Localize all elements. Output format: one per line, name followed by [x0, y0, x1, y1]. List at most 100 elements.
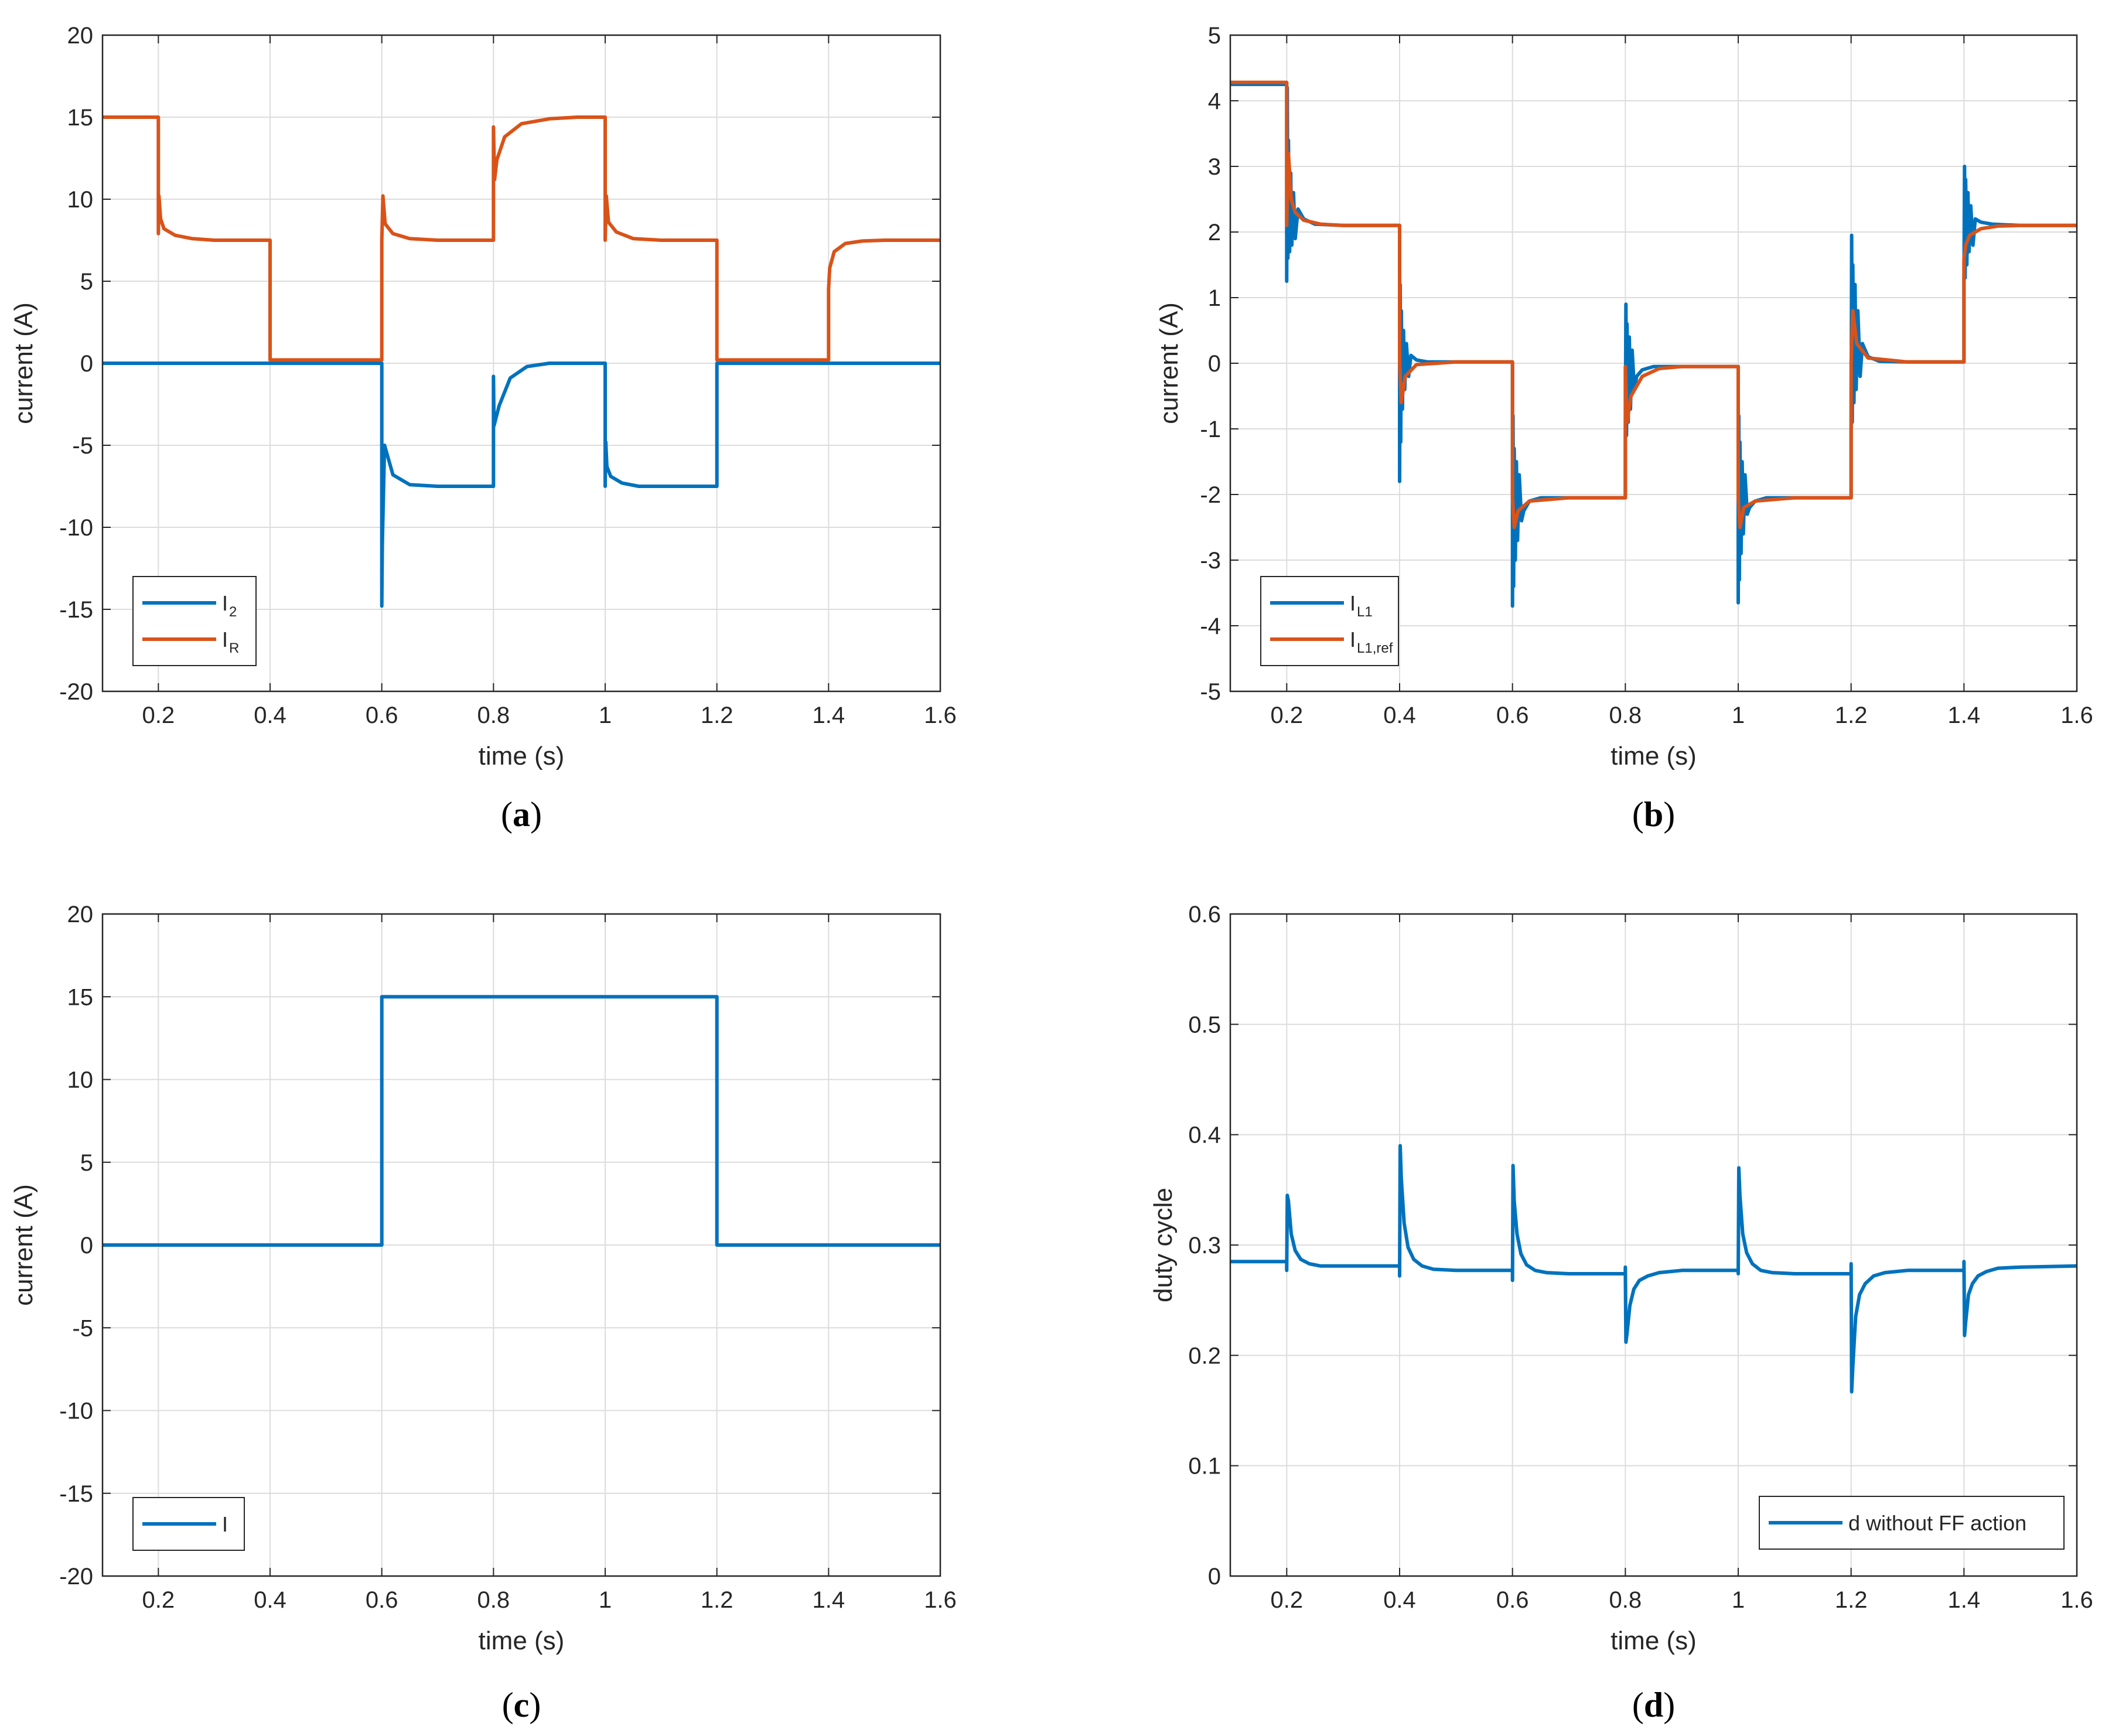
x-tick-label: 0.6	[366, 1587, 398, 1613]
x-tick-label: 1.2	[701, 702, 733, 728]
caption-open-paren: (	[1632, 795, 1644, 834]
x-tick-label: 1.6	[2060, 1587, 2093, 1613]
y-tick-label: 20	[67, 902, 94, 927]
caption-open-paren: (	[502, 1686, 514, 1724]
x-tick-label: 0.4	[254, 1587, 286, 1613]
x-tick-label: 0.6	[1496, 702, 1529, 728]
panel-caption: (d)	[1632, 1686, 1675, 1724]
x-tick-label: 1.6	[924, 1587, 957, 1613]
y-tick-label: 5	[1208, 23, 1221, 49]
x-tick-label: 0.4	[254, 702, 286, 728]
y-tick-label: -15	[59, 597, 93, 623]
x-tick-label: 0.8	[477, 702, 510, 728]
legend-label: I2	[222, 591, 237, 620]
caption-close-paren: )	[1663, 1686, 1675, 1724]
y-tick-label: 5	[80, 269, 93, 295]
y-tick-label: 0	[80, 1233, 93, 1258]
y-tick-label: 15	[67, 984, 94, 1010]
axes-box	[1229, 913, 2078, 1577]
legend-label-subscript: L1,ref	[1357, 640, 1393, 656]
chart-panel-b: 0.2 0.4 0.6 0.8 1 1.2 1.4 1.6 -5 -4 -3 -2 -1 0 1 2 3 4 5 ti…	[1155, 23, 2093, 834]
x-tick-label: 0.2	[142, 1587, 175, 1613]
x-tick-label: 1.4	[813, 702, 845, 728]
caption-letter: a	[513, 795, 530, 834]
y-axis-label: current (A)	[9, 1184, 38, 1306]
x-tick-label: 1.4	[1948, 702, 1981, 728]
x-tick-label: 0.8	[1609, 702, 1642, 728]
legend-label: d without FF action	[1848, 1511, 2026, 1535]
y-axis-label: duty cycle	[1149, 1188, 1178, 1302]
y-tick-label: -20	[59, 1564, 93, 1590]
y-axis-label: current (A)	[1155, 302, 1183, 424]
y-tick-label: 0.1	[1188, 1454, 1221, 1479]
legend-label: IL1	[1350, 591, 1373, 620]
legend-label-name: I	[1350, 591, 1356, 615]
caption-close-paren: )	[529, 1686, 541, 1724]
legend-box	[1260, 576, 1399, 666]
series-line-i	[103, 995, 940, 1247]
x-axis-label: time (s)	[1611, 742, 1697, 770]
chart-panel-d: 0.2 0.4 0.6 0.8 1 1.2 1.4 1.6 0 0.1 0.2 0.3 0.4 0.5 0.…	[1149, 902, 2093, 1724]
caption-close-paren: )	[530, 795, 542, 834]
x-tick-label: 0.4	[1383, 1587, 1416, 1613]
y-tick-label: 3	[1208, 154, 1221, 180]
x-tick-label: 1	[1732, 702, 1745, 728]
x-tick-label: 1.2	[1835, 702, 1868, 728]
y-tick-label: 15	[67, 105, 94, 131]
x-axis-label: time (s)	[1611, 1626, 1697, 1655]
y-tick-label: 0.5	[1188, 1012, 1221, 1038]
x-tick-label: 1.2	[1835, 1587, 1868, 1613]
y-tick-label: 0.3	[1188, 1233, 1221, 1258]
x-tick-label: 0.8	[477, 1587, 510, 1613]
series-line-i-l1-ref	[1230, 80, 2077, 529]
x-tick-label: 0.2	[1271, 1587, 1304, 1613]
legend-label-subscript: R	[229, 640, 239, 656]
y-tick-label: 0.4	[1188, 1123, 1221, 1148]
x-tick-label: 0.8	[1609, 1587, 1642, 1613]
y-tick-label: 2	[1208, 220, 1221, 245]
y-tick-label: 10	[67, 187, 94, 213]
y-tick-label: -5	[1200, 679, 1221, 705]
x-tick-label: 1.6	[2060, 702, 2093, 728]
y-tick-label: -1	[1200, 417, 1221, 442]
x-tick-label: 1	[599, 702, 612, 728]
x-tick-label: 1	[1732, 1587, 1745, 1613]
chart-panel-c: 0.2 0.4 0.6 0.8 1 1.2 1.4 1.6 -20 -15 -10 -5 0 5 10 15 2…	[9, 902, 957, 1724]
legend: I	[132, 1497, 245, 1551]
y-tick-label: -5	[72, 433, 93, 459]
chart-panel-a: 0.2 0.4 0.6 0.8 1 1.2 1.4 1.6 -20 -15 -10 -5 0 5 10 15 2…	[9, 23, 957, 834]
panel-caption: (a)	[501, 795, 542, 834]
panel-caption: (b)	[1632, 795, 1675, 834]
legend-label-name: d without FF action	[1848, 1511, 2026, 1535]
x-tick-label: 0.2	[1271, 702, 1304, 728]
y-tick-label: 1	[1208, 285, 1221, 311]
y-tick-label: -3	[1200, 548, 1221, 574]
legend-box	[132, 576, 257, 666]
legend-label-name: I	[222, 591, 228, 615]
series-line-i-2	[103, 361, 940, 608]
caption-letter: c	[514, 1686, 530, 1724]
y-axis-label: current (A)	[9, 302, 38, 424]
y-tick-label: 4	[1208, 88, 1221, 114]
y-tick-label: -4	[1200, 613, 1221, 639]
x-axis-label: time (s)	[479, 742, 565, 770]
y-tick-label: -5	[72, 1315, 93, 1341]
legend: I2I R	[132, 576, 257, 666]
y-tick-label: 10	[67, 1067, 94, 1093]
legend-label-subscript: L1	[1357, 604, 1373, 620]
x-tick-label: 0.2	[142, 702, 175, 728]
y-tick-label: 0	[80, 351, 93, 377]
y-tick-label: 0.2	[1188, 1343, 1221, 1369]
x-tick-label: 1.4	[1948, 1587, 1981, 1613]
caption-letter: d	[1644, 1686, 1663, 1724]
y-tick-label: 5	[80, 1150, 93, 1176]
y-tick-label: 0	[1208, 1564, 1221, 1590]
panel-caption: (c)	[502, 1686, 541, 1724]
y-tick-label: -15	[59, 1481, 93, 1507]
caption-open-paren: (	[1632, 1686, 1644, 1724]
x-tick-label: 1	[599, 1587, 612, 1613]
x-tick-label: 1.4	[813, 1587, 845, 1613]
x-tick-label: 1.6	[924, 702, 957, 728]
